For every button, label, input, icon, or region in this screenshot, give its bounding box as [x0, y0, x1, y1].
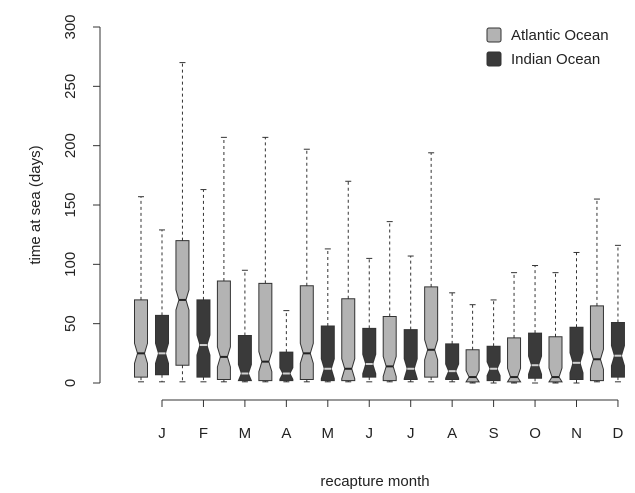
x-tick-label: F	[199, 425, 208, 442]
box-indian	[362, 327, 377, 378]
x-axis-title: recapture month	[320, 473, 429, 490]
legend-label-atlantic: Atlantic Ocean	[511, 27, 609, 44]
x-tick-label: J	[366, 425, 374, 442]
plot-area: 0 50 100 150 200 250 300 J F M A M J J A S O N D Atlantic O…	[62, 14, 625, 442]
box-indian	[155, 314, 169, 376]
x-tick-label: S	[489, 425, 499, 442]
x-tick-label: A	[447, 425, 457, 442]
box-indian	[486, 345, 501, 382]
box-atlantic	[382, 316, 397, 382]
box-indian	[528, 332, 543, 379]
box-atlantic	[258, 282, 273, 382]
box-atlantic	[506, 337, 522, 383]
y-tick-label: 200	[62, 133, 79, 158]
box-atlantic	[216, 280, 231, 380]
box-atlantic	[175, 240, 190, 366]
x-tick-label: D	[613, 425, 624, 442]
x-tick-label: A	[281, 425, 291, 442]
y-tick-label: 100	[62, 252, 79, 277]
y-tick-label: 150	[62, 192, 79, 217]
x-tick-label: M	[239, 425, 252, 442]
box-atlantic	[299, 285, 314, 380]
x-tick-label: M	[322, 425, 335, 442]
legend-swatch-atlantic	[486, 27, 502, 43]
box-atlantic	[341, 298, 356, 382]
y-tick-label: 300	[62, 14, 79, 39]
box-atlantic	[134, 299, 148, 378]
box-atlantic	[465, 349, 481, 383]
y-tick-label: 250	[62, 74, 79, 99]
box-indian	[320, 325, 335, 382]
box-atlantic	[424, 286, 439, 378]
box-indian	[569, 326, 584, 380]
x-tick-label: J	[158, 425, 166, 442]
box-atlantic	[548, 336, 563, 383]
box-indian	[403, 329, 418, 380]
box-indian	[445, 343, 460, 380]
box-indian	[237, 335, 253, 382]
x-tick-label: J	[407, 425, 415, 442]
box-indian	[196, 299, 211, 378]
legend-swatch-indian	[486, 51, 502, 67]
y-tick-label: 50	[62, 315, 79, 332]
box-indian	[279, 351, 294, 382]
x-tick-label: N	[571, 425, 582, 442]
y-tick-label: 0	[62, 379, 79, 387]
legend-label-indian: Indian Ocean	[511, 51, 600, 68]
y-axis-title: time at sea (days)	[27, 145, 44, 264]
box-indian	[610, 321, 625, 378]
box-atlantic	[589, 305, 604, 382]
x-tick-label: O	[529, 425, 541, 442]
